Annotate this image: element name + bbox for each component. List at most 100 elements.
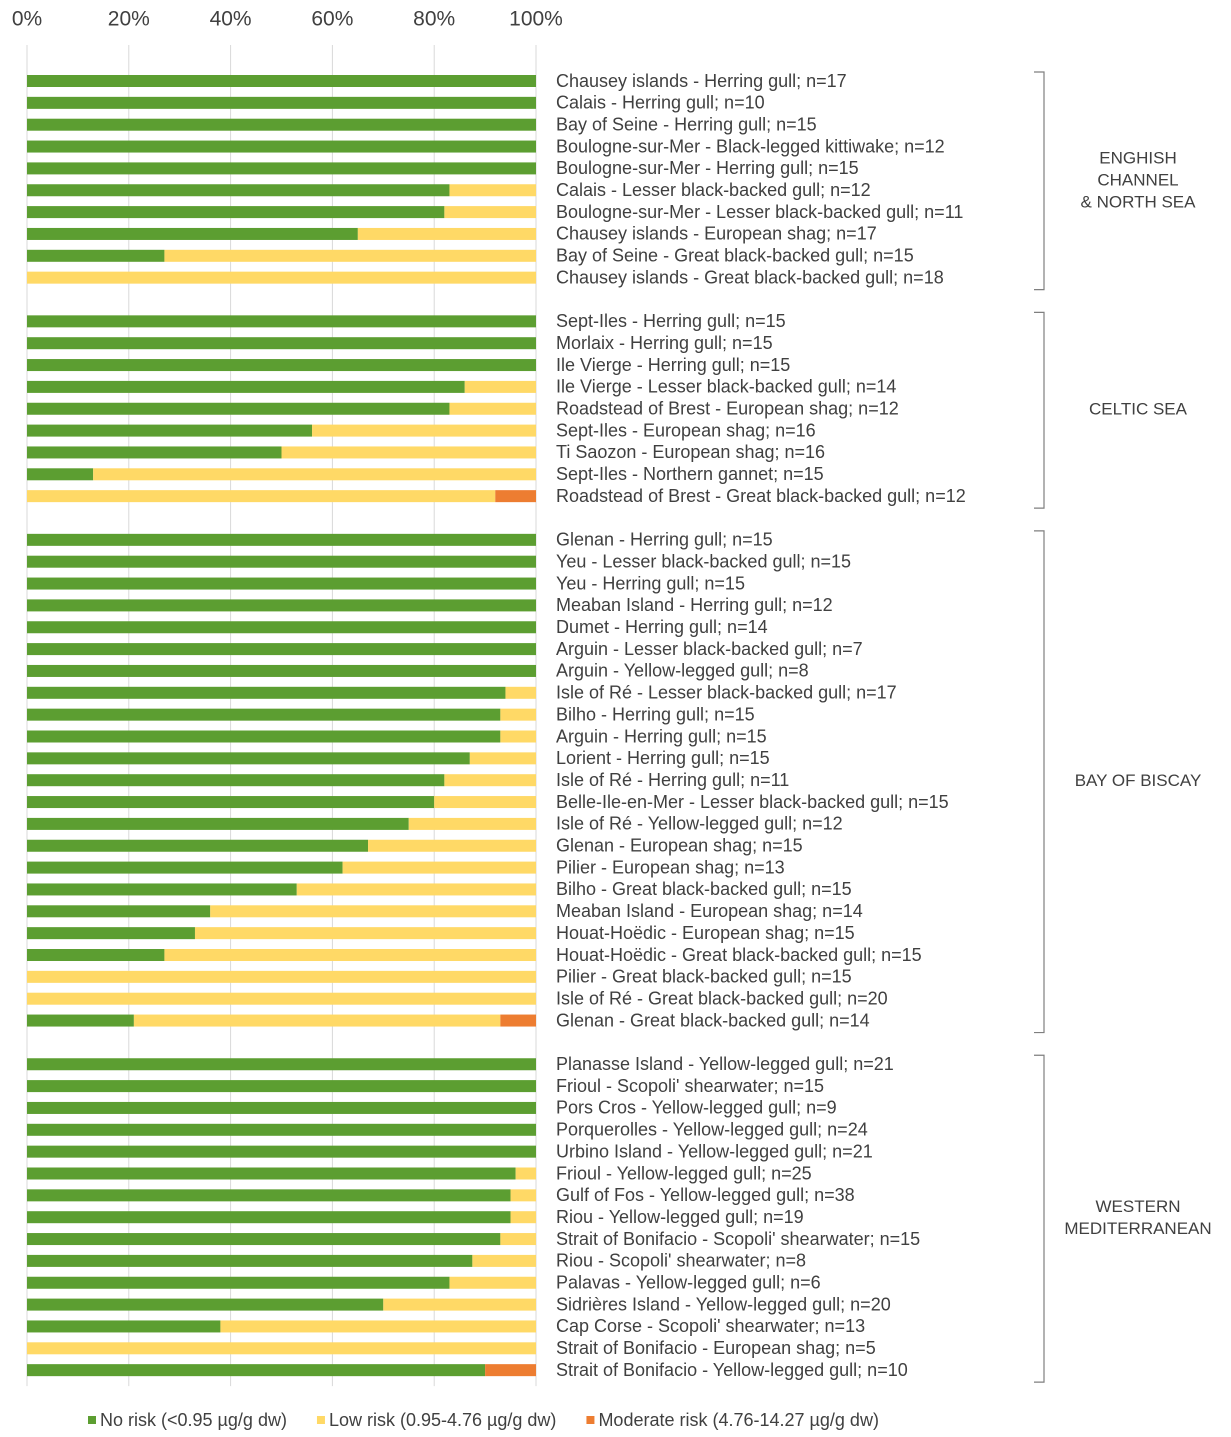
bar-segment bbox=[164, 949, 536, 961]
category-label: Glenan - Herring gull; n=15 bbox=[556, 530, 773, 550]
x-tick-label: 60% bbox=[311, 8, 353, 31]
group-label: CELTIC SEA bbox=[1089, 400, 1188, 419]
bar-segment bbox=[485, 1364, 536, 1377]
category-label: Roadstead of Brest - European shag; n=12 bbox=[556, 399, 899, 419]
x-tick-label: 20% bbox=[108, 8, 150, 31]
bar-segment bbox=[93, 468, 537, 481]
bar-segment bbox=[194, 927, 536, 940]
category-label: Morlaix - Herring gull; n=15 bbox=[556, 333, 773, 353]
category-label: Pors Cros - Yellow-legged gull; n=9 bbox=[556, 1098, 837, 1118]
bar-segment bbox=[342, 861, 536, 874]
category-label: Riou - Scopoli' shearwater; n=8 bbox=[556, 1251, 806, 1271]
bar-segment bbox=[368, 839, 536, 852]
bar-segment bbox=[27, 1101, 536, 1114]
group-bracket bbox=[1034, 71, 1045, 291]
bar-segment bbox=[27, 730, 501, 743]
bar-segment bbox=[464, 380, 536, 393]
bar-segment bbox=[27, 1298, 384, 1311]
bar-segment bbox=[133, 1014, 501, 1027]
bar-segment bbox=[27, 883, 297, 896]
category-label: Boulogne-sur-Mer - Herring gull; n=15 bbox=[556, 158, 859, 178]
legend-swatch bbox=[316, 1416, 325, 1424]
bar-segment bbox=[27, 1342, 536, 1355]
bar-segment bbox=[449, 1276, 536, 1289]
bar-segment bbox=[472, 1254, 536, 1267]
category-label: Lorient - Herring gull; n=15 bbox=[556, 748, 770, 768]
group-label: BAY OF BISCAY bbox=[1075, 771, 1202, 790]
bar-segment bbox=[469, 752, 536, 765]
bar-segment bbox=[27, 402, 450, 415]
bar-segment bbox=[500, 1014, 536, 1027]
category-label: Boulogne-sur-Mer - Black-legged kittiwak… bbox=[556, 136, 945, 156]
bar-segment bbox=[27, 708, 501, 721]
category-label: Chausey islands - European shag; n=17 bbox=[556, 224, 877, 244]
bar-segment bbox=[27, 577, 536, 590]
group-bracket bbox=[1034, 311, 1045, 509]
bar-segment bbox=[500, 708, 536, 721]
bar-segment bbox=[27, 1276, 450, 1289]
category-label: Pilier - European shag; n=13 bbox=[556, 857, 785, 877]
bar-segment bbox=[27, 555, 536, 568]
bar-segment bbox=[27, 184, 450, 197]
group-label: ENGHISH bbox=[1099, 148, 1176, 167]
category-label: Cap Corse - Scopoli' shearwater; n=13 bbox=[556, 1316, 865, 1336]
group-label: CHANNEL bbox=[1097, 170, 1178, 189]
bar-segment bbox=[296, 883, 536, 896]
bar-segment bbox=[27, 468, 94, 481]
bar-segment bbox=[505, 686, 536, 699]
group-label: & NORTH SEA bbox=[1081, 192, 1197, 211]
category-label: Urbino Island - Yellow-legged gull; n=21 bbox=[556, 1141, 873, 1161]
category-label: Meaban Island - Herring gull; n=12 bbox=[556, 595, 833, 615]
category-label: Bay of Seine - Herring gull; n=15 bbox=[556, 114, 817, 134]
category-label: Sept-Iles - Herring gull; n=15 bbox=[556, 311, 786, 331]
bar-segment bbox=[500, 730, 536, 743]
bar-segment bbox=[495, 490, 536, 503]
bar-segment bbox=[27, 1189, 511, 1202]
category-label: Belle-Ile-en-Mer - Lesser black-backed g… bbox=[556, 792, 949, 812]
legend-label: No risk (<0.95 µg/g dw) bbox=[100, 1410, 287, 1430]
bar-segment bbox=[27, 227, 358, 240]
bar-segment bbox=[27, 1211, 511, 1224]
category-label: Glenan - Great black-backed gull; n=14 bbox=[556, 1010, 870, 1030]
x-tick-label: 40% bbox=[210, 8, 252, 31]
category-label: Houat-Hoëdic - Great black-backed gull; … bbox=[556, 945, 922, 965]
bar-segment bbox=[449, 402, 536, 415]
category-label: Frioul - Yellow-legged gull; n=25 bbox=[556, 1163, 812, 1183]
bar-segment bbox=[357, 227, 536, 240]
group-label: WESTERN bbox=[1096, 1197, 1181, 1216]
category-label: Dumet - Herring gull; n=14 bbox=[556, 617, 768, 637]
category-label: Gulf of Fos - Yellow-legged gull; n=38 bbox=[556, 1185, 855, 1205]
category-label: Palavas - Yellow-legged gull; n=6 bbox=[556, 1273, 821, 1293]
bar-segment bbox=[210, 905, 537, 918]
bar-segment bbox=[27, 337, 536, 350]
bar-segment bbox=[27, 1320, 221, 1333]
bar-segment bbox=[164, 249, 536, 262]
bar-segment bbox=[383, 1298, 536, 1311]
bar-segment bbox=[27, 686, 506, 699]
bar-segment bbox=[27, 1254, 473, 1267]
bar-segment bbox=[27, 817, 409, 830]
category-label: Chausey islands - Herring gull; n=17 bbox=[556, 71, 847, 91]
category-label: Yeu - Lesser black-backed gull; n=15 bbox=[556, 551, 851, 571]
bar-segment bbox=[27, 1145, 536, 1158]
bar-segment bbox=[27, 752, 470, 765]
bar-segment bbox=[312, 424, 536, 437]
category-label: Boulogne-sur-Mer - Lesser black-backed g… bbox=[556, 202, 963, 222]
category-label: Strait of Bonifacio - Yellow-legged gull… bbox=[556, 1360, 908, 1380]
category-label: Bilho - Herring gull; n=15 bbox=[556, 704, 755, 724]
bar-segment bbox=[27, 1080, 536, 1093]
bar-segment bbox=[444, 774, 536, 787]
category-label: Ti Saozon - European shag; n=16 bbox=[556, 442, 825, 462]
bar-segment bbox=[27, 118, 536, 131]
category-label: Bay of Seine - Great black-backed gull; … bbox=[556, 246, 914, 266]
group-label: MEDITERRANEAN bbox=[1064, 1219, 1211, 1238]
category-label: Ile Vierge - Lesser black-backed gull; n… bbox=[556, 377, 896, 397]
bar-segment bbox=[27, 315, 536, 328]
x-tick-label: 80% bbox=[413, 8, 455, 31]
category-label: Strait of Bonifacio - Scopoli' shearwate… bbox=[556, 1229, 920, 1249]
bar-segment bbox=[27, 796, 435, 809]
category-label: Sept-Iles - Northern gannet; n=15 bbox=[556, 464, 824, 484]
category-label: Houat-Hoëdic - European shag; n=15 bbox=[556, 923, 855, 943]
bar-segment bbox=[27, 1233, 501, 1246]
bar-segment bbox=[510, 1211, 536, 1224]
